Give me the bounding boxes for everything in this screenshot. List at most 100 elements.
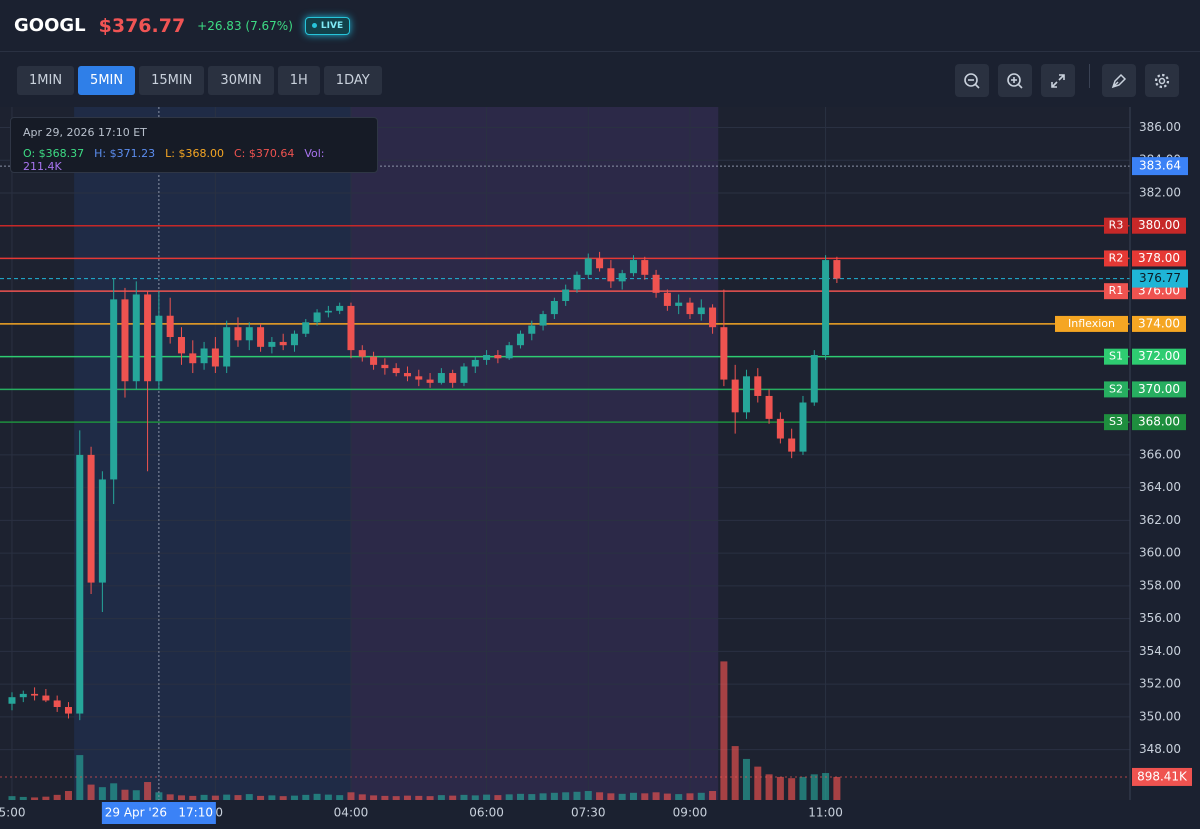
level-name-box xyxy=(1104,381,1128,398)
level-price: 378.00 xyxy=(1138,251,1180,265)
volume-bar xyxy=(324,794,332,800)
tooltip-high: H: $371.23 xyxy=(94,147,156,160)
volume-bar xyxy=(370,795,378,800)
volume-bar xyxy=(200,794,208,800)
volume-bar xyxy=(686,793,694,800)
volume-bar xyxy=(290,795,298,800)
candle-body xyxy=(132,294,140,382)
candle-body xyxy=(177,337,185,354)
volume-bar xyxy=(629,792,637,800)
level-price: 372.00 xyxy=(1138,349,1180,363)
interval-button[interactable]: 1DAY xyxy=(323,66,382,95)
candle-body xyxy=(64,707,72,714)
candle-body xyxy=(596,258,604,269)
y-tick-label: 362.00 xyxy=(1139,513,1181,527)
volume-bar xyxy=(618,793,626,800)
volume-bar xyxy=(483,794,491,800)
level-price-box xyxy=(1132,348,1186,365)
volume-bar xyxy=(358,794,366,800)
interval-button[interactable]: 15MIN xyxy=(139,66,205,95)
tooltip-volume: Vol: 211.4K xyxy=(23,147,325,173)
volume-bar xyxy=(19,796,27,800)
volume-bar xyxy=(8,796,16,800)
level-price: 380.00 xyxy=(1138,218,1180,232)
volume-bar xyxy=(539,793,547,800)
candle-body xyxy=(19,693,27,698)
candle-body xyxy=(223,327,231,367)
interval-button[interactable]: 30MIN xyxy=(208,66,274,95)
candle-body xyxy=(426,379,434,383)
candle-body xyxy=(720,327,728,380)
volume-bar xyxy=(663,793,671,800)
candle-body xyxy=(200,348,208,364)
volume-bar xyxy=(833,776,841,800)
y-tick-label: 382.00 xyxy=(1139,185,1181,199)
volume-last-label: 898.41K xyxy=(1137,769,1188,783)
volume-bar xyxy=(121,789,129,800)
candle-body xyxy=(211,348,219,367)
x-tick-label: 07:30 xyxy=(571,806,606,820)
volume-bar xyxy=(302,794,310,800)
volume-bar xyxy=(754,766,762,800)
settings[interactable] xyxy=(1145,64,1179,97)
fullscreen[interactable] xyxy=(1041,64,1075,97)
tooltip-time: Apr 29, 2026 17:10 ET xyxy=(23,126,147,139)
volume-last-box xyxy=(1132,767,1192,786)
candle-body xyxy=(279,341,287,346)
candle-body xyxy=(460,366,468,383)
interval-button[interactable]: 1H xyxy=(277,66,320,95)
volume-bar xyxy=(245,794,253,800)
level-price-box xyxy=(1132,414,1186,431)
volume-bar xyxy=(76,755,84,800)
volume-bar xyxy=(720,661,728,800)
candle-body xyxy=(776,418,784,439)
y-tick-label: 354.00 xyxy=(1139,644,1181,658)
interval-button[interactable]: 1MIN xyxy=(17,66,75,95)
candle-body xyxy=(539,314,547,326)
level-name-box xyxy=(1104,348,1128,365)
candle-body xyxy=(573,274,581,290)
candle-body xyxy=(675,302,683,306)
volume-bar xyxy=(64,791,72,800)
candle-body xyxy=(810,355,818,403)
volume-bar xyxy=(516,793,524,800)
candle-body xyxy=(42,695,50,701)
volume-bar xyxy=(810,774,818,800)
x-tick-label: 09:00 xyxy=(673,806,708,820)
zoom-in[interactable] xyxy=(998,64,1032,97)
tooltip-low: L: $368.00 xyxy=(165,147,224,160)
candle-body xyxy=(358,350,366,357)
level-price: 370.00 xyxy=(1138,382,1180,396)
zoom-out[interactable] xyxy=(955,64,989,97)
volume-bar xyxy=(641,793,649,800)
volume-bar xyxy=(415,795,423,800)
volume-bar xyxy=(87,784,95,800)
candle-body xyxy=(765,395,773,419)
volume-bar xyxy=(742,758,750,800)
volume-bar xyxy=(697,792,705,800)
x-tick-label: 11:00 xyxy=(808,806,843,820)
candle-body xyxy=(731,379,739,413)
candle-body xyxy=(392,368,400,374)
y-tick-label: 358.00 xyxy=(1139,578,1181,592)
volume-bar xyxy=(132,790,140,800)
candle-body xyxy=(641,260,649,275)
x-tick-label: 06:00 xyxy=(469,806,504,820)
volume-bar xyxy=(279,796,287,800)
volume-bar xyxy=(765,774,773,800)
volume-bar xyxy=(596,792,604,800)
candle-body xyxy=(121,299,129,382)
volume-bar xyxy=(573,791,581,800)
candle-body xyxy=(234,327,242,341)
price: $376.77 xyxy=(98,14,186,37)
candle-body xyxy=(189,353,197,364)
candle-body xyxy=(788,438,796,452)
candle-body xyxy=(562,289,570,302)
volume-bar xyxy=(177,795,185,800)
candle-body xyxy=(471,359,479,367)
draw-tool[interactable] xyxy=(1102,64,1136,97)
y-tick-label: 364.00 xyxy=(1139,480,1181,494)
volume-bar xyxy=(381,795,389,800)
interval-button[interactable]: 5MIN xyxy=(78,66,136,95)
